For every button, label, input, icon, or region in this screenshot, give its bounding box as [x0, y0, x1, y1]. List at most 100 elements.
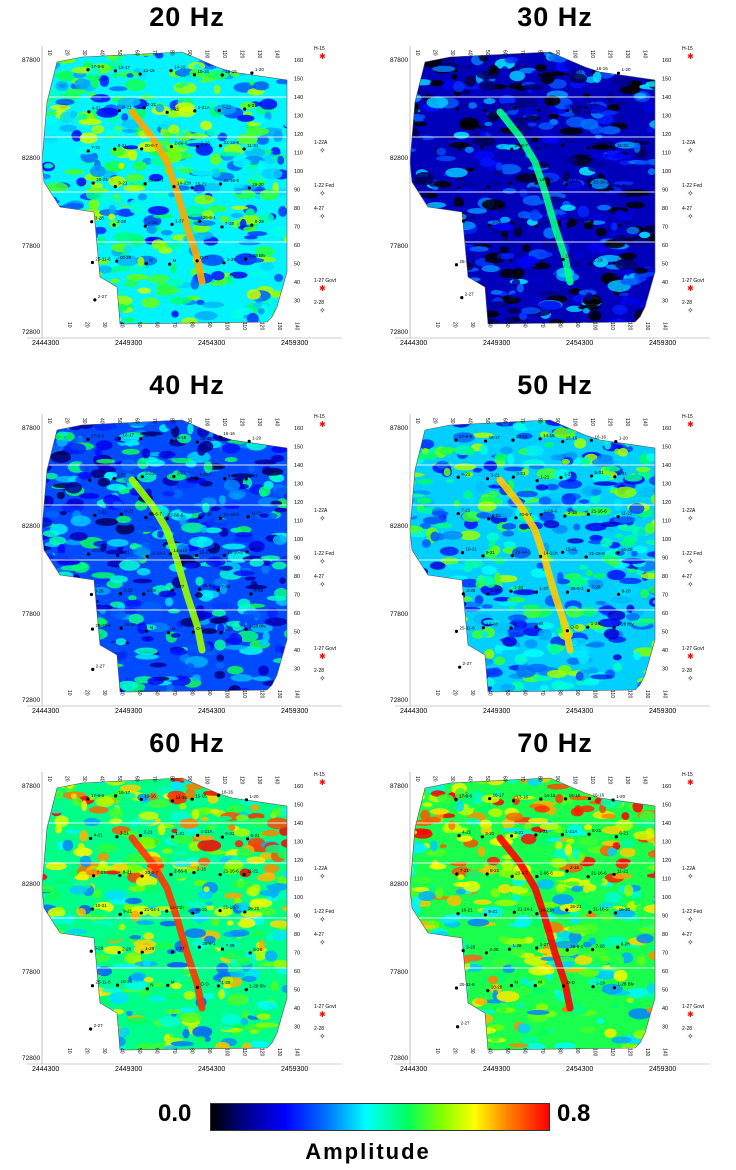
amplitude-blob — [521, 84, 545, 91]
amplitude-blob — [462, 855, 484, 864]
amplitude-blob — [511, 220, 527, 229]
amplitude-blob — [589, 877, 604, 886]
amplitude-blob — [68, 277, 80, 284]
right-tick-label: 50 — [662, 262, 668, 268]
well-label: 11-21 — [251, 511, 263, 516]
amplitude-blob — [472, 135, 496, 147]
amplitude-map: 17-9-6 16-17 13-16 14-16 15-16 16-16 1-20 4-21 3… — [22, 42, 352, 362]
amplitude-blob — [88, 198, 100, 211]
right-tick-label: 50 — [294, 988, 300, 994]
amplitude-blob — [192, 223, 211, 233]
amplitude-blob — [74, 874, 89, 881]
amplitude-blob — [448, 805, 456, 810]
well-marker — [112, 223, 116, 227]
outside-well-label: 1-22 Fed — [682, 183, 702, 189]
well-label: 3-28 — [466, 588, 476, 593]
amplitude-blob — [113, 231, 136, 243]
amplitude-blob — [65, 913, 75, 926]
colorbar-title: Amplitude — [305, 1139, 431, 1164]
well-label: 1-28 — [148, 220, 158, 225]
amplitude-blob — [410, 1019, 416, 1028]
amplitude-blob — [42, 614, 57, 625]
well-marker — [247, 186, 251, 190]
amplitude-blob — [49, 246, 66, 257]
amplitude-blob — [261, 829, 280, 837]
well-marker — [561, 257, 565, 262]
amplitude-blob — [42, 998, 49, 1011]
top-tick-label: 90 — [554, 418, 560, 424]
amplitude-blob — [129, 935, 142, 940]
amplitude-blob — [648, 475, 655, 487]
right-tick-label: 40 — [662, 648, 668, 654]
amplitude-blob — [444, 247, 463, 259]
well-marker — [485, 259, 489, 263]
well-marker — [244, 257, 248, 261]
amplitude-blob — [95, 796, 115, 808]
amplitude-blob — [124, 979, 147, 992]
amplitude-blob — [96, 458, 116, 464]
amplitude-blob — [65, 481, 82, 494]
well-marker — [139, 437, 143, 441]
top-tick-label: 120 — [239, 50, 245, 59]
well-marker — [616, 515, 620, 519]
amplitude-blob — [656, 524, 665, 535]
right-tick-label: 150 — [294, 77, 303, 83]
amplitude-blob — [519, 311, 528, 321]
bottom-tick-label: 90 — [206, 322, 212, 328]
amplitude-blob — [433, 180, 452, 188]
top-tick-label: 40 — [99, 776, 105, 782]
top-tick-label: 60 — [502, 776, 508, 782]
amplitude-blob — [52, 219, 63, 231]
top-tick-label: 30 — [81, 418, 87, 424]
amplitude-blob — [417, 267, 430, 280]
amplitude-blob — [43, 275, 57, 287]
amplitude-blob — [431, 1013, 445, 1023]
amplitude-blob — [513, 589, 537, 596]
amplitude-blob — [443, 467, 451, 477]
amplitude-blob — [566, 607, 584, 618]
amplitude-blob — [437, 658, 461, 664]
amplitude-blob — [56, 491, 65, 500]
amplitude-blob — [158, 590, 177, 598]
amplitude-blob — [456, 651, 466, 657]
amplitude-blob — [218, 565, 233, 571]
well-label: 15-16 — [200, 436, 212, 441]
amplitude-blob — [193, 220, 216, 227]
amplitude-blob — [610, 222, 618, 231]
amplitude-blob — [203, 886, 210, 893]
amplitude-blob — [410, 220, 431, 228]
amplitude-blob — [203, 935, 216, 944]
amplitude-blob — [194, 194, 215, 205]
well-marker — [483, 439, 488, 443]
well-label: 14-21h — [540, 908, 555, 913]
amplitude-blob — [229, 929, 250, 937]
well-symbol-icon: ✱ — [319, 52, 326, 61]
well-marker — [144, 515, 148, 520]
well-label: 16-17 — [123, 432, 135, 437]
top-tick-label: 110 — [221, 50, 227, 58]
well-marker — [511, 438, 515, 442]
well-label: 14-16 — [174, 65, 186, 70]
amplitude-blob — [73, 314, 93, 322]
well-marker — [90, 260, 95, 265]
amplitude-blob — [639, 231, 651, 239]
well-label: 7-28 — [225, 943, 235, 948]
amplitude-blob — [583, 103, 606, 114]
amplitude-blob — [632, 693, 655, 701]
amplitude-blob — [523, 649, 545, 658]
amplitude-blob — [410, 914, 417, 924]
amplitude-blob — [635, 905, 643, 913]
well-label: 3-28 — [95, 216, 105, 221]
amplitude-blob — [411, 924, 436, 930]
amplitude-blob — [548, 870, 565, 878]
amplitude-blob — [517, 1023, 531, 1034]
well-label: 14-21h — [170, 905, 185, 910]
amplitude-blob — [270, 980, 279, 992]
amplitude-blob — [57, 544, 66, 556]
amplitude-blob — [242, 609, 266, 619]
amplitude-blob — [235, 526, 252, 534]
amplitude-blob — [465, 870, 483, 879]
amplitude-blob — [56, 214, 78, 225]
amplitude-blob — [496, 990, 520, 1003]
amplitude-blob — [467, 208, 488, 214]
